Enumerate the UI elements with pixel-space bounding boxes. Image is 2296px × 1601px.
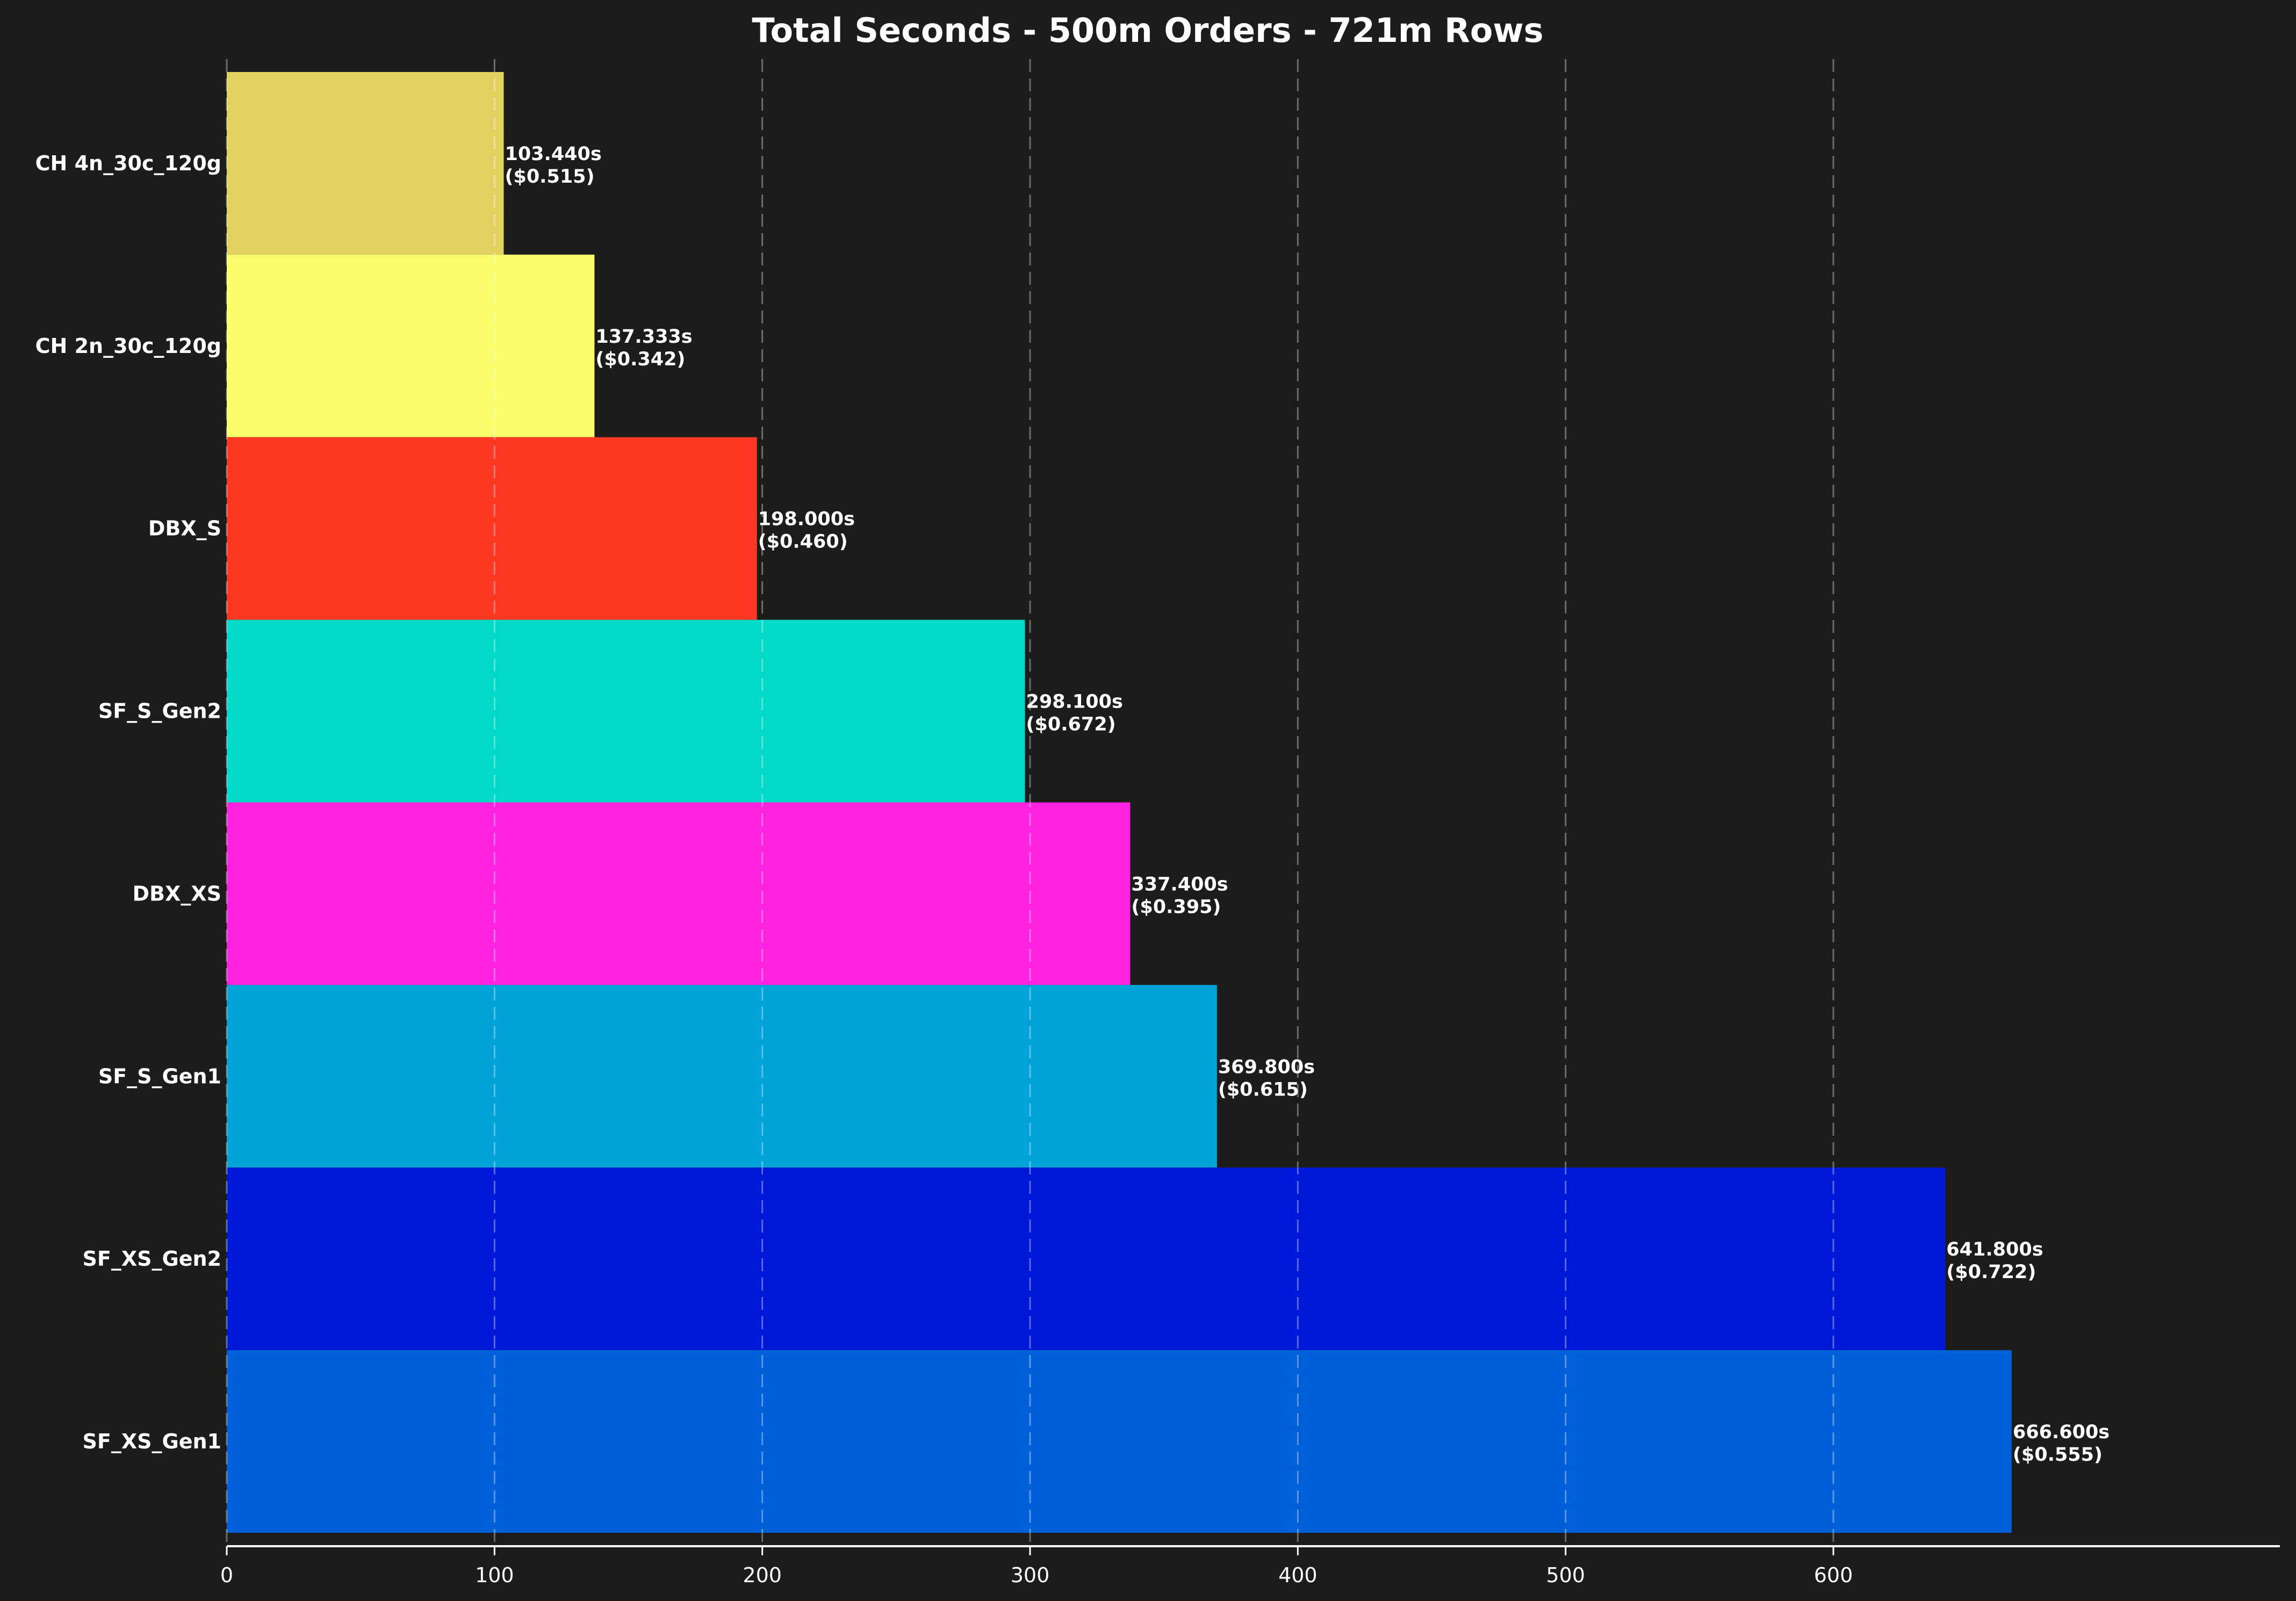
x-tick-label: 100: [475, 1563, 514, 1587]
cost-label: ($0.515): [505, 166, 594, 187]
value-label: 103.440s: [505, 143, 601, 165]
cost-label: ($0.460): [758, 531, 848, 553]
value-label: 198.000s: [758, 509, 855, 530]
cost-label: ($0.342): [595, 349, 685, 370]
cost-label: ($0.395): [1131, 896, 1221, 918]
y-tick-label: SF_S_Gen1: [98, 1064, 221, 1088]
y-tick-label: SF_S_Gen2: [98, 699, 221, 723]
value-label: 298.100s: [1026, 691, 1123, 713]
y-tick-label: CH 2n_30c_120g: [35, 334, 221, 358]
y-tick-label: SF_XS_Gen1: [83, 1430, 221, 1453]
bar: [227, 437, 757, 620]
chart-title: Total Seconds - 500m Orders - 721m Rows: [752, 11, 1543, 50]
value-label: 337.400s: [1131, 874, 1228, 895]
bar: [227, 254, 595, 437]
cost-label: ($0.672): [1026, 714, 1116, 735]
bar: [227, 72, 504, 255]
y-tick-label: DBX_XS: [133, 882, 221, 905]
x-tick-label: 400: [1278, 1563, 1318, 1587]
bar: [227, 1167, 1946, 1351]
y-tick-label: SF_XS_Gen2: [83, 1247, 221, 1271]
x-tick-label: 500: [1546, 1563, 1585, 1587]
value-label: 641.800s: [1946, 1239, 2043, 1260]
value-label: 369.800s: [1218, 1056, 1315, 1078]
cost-label: ($0.615): [1218, 1079, 1308, 1100]
cost-label: ($0.555): [2013, 1444, 2103, 1466]
bar: [227, 802, 1131, 985]
bar: [227, 985, 1217, 1168]
value-label: 137.333s: [595, 326, 692, 348]
cost-label: ($0.722): [1946, 1261, 2036, 1283]
bar: [227, 1350, 2012, 1533]
y-tick-label: DBX_S: [148, 517, 221, 540]
x-tick-label: 200: [743, 1563, 782, 1587]
x-tick-label: 300: [1011, 1563, 1050, 1587]
x-tick-label: 0: [220, 1563, 233, 1587]
y-tick-label: CH 4n_30c_120g: [35, 152, 221, 175]
x-tick-label: 600: [1814, 1563, 1853, 1587]
value-label: 666.600s: [2013, 1422, 2110, 1443]
bar: [227, 619, 1025, 803]
